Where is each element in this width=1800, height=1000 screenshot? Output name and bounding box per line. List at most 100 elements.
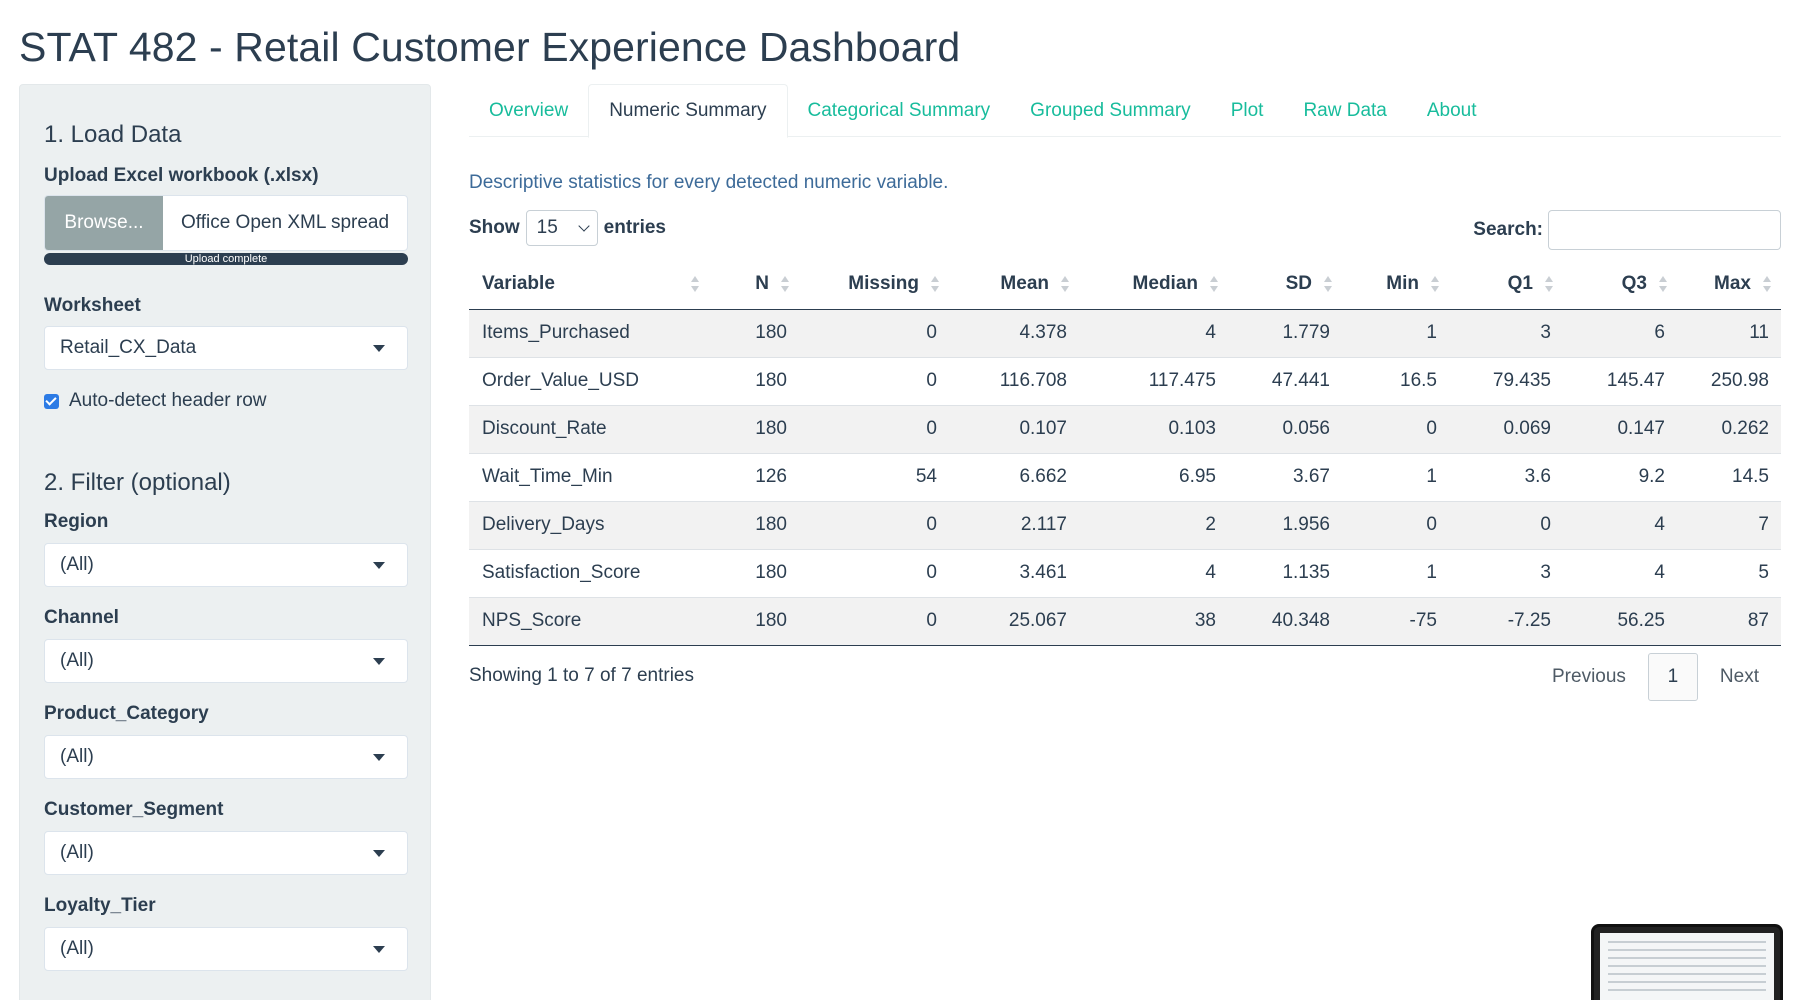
cell-median: 4 bbox=[1079, 548, 1228, 597]
customer-segment-select[interactable]: (All) bbox=[44, 831, 408, 875]
cell-q1: 3.6 bbox=[1449, 452, 1563, 501]
cell-min: 16.5 bbox=[1342, 356, 1449, 405]
cell-variable: Satisfaction_Score bbox=[469, 548, 709, 597]
region-select[interactable]: (All) bbox=[44, 543, 408, 587]
page-length-select[interactable]: 15 bbox=[525, 210, 598, 246]
table-row: Satisfaction_Score 180 0 3.461 4 1.135 1… bbox=[469, 548, 1781, 597]
thumbnail-line bbox=[1608, 981, 1766, 983]
column-header-q1[interactable]: Q1 bbox=[1449, 259, 1563, 310]
cell-q1: 0.069 bbox=[1449, 404, 1563, 453]
column-header-max[interactable]: Max bbox=[1677, 259, 1781, 310]
cell-missing: 0 bbox=[799, 308, 949, 357]
column-header-mean[interactable]: Mean bbox=[949, 259, 1079, 310]
tab-categorical-summary[interactable]: Categorical Summary bbox=[807, 99, 991, 121]
channel-value: (All) bbox=[60, 650, 94, 671]
cell-variable: Wait_Time_Min bbox=[469, 452, 709, 501]
column-header-sd[interactable]: SD bbox=[1228, 259, 1342, 310]
file-upload[interactable]: Browse... Office Open XML spread bbox=[44, 195, 408, 251]
cell-variable: Delivery_Days bbox=[469, 500, 709, 549]
filter-label-product-category: Product_Category bbox=[44, 703, 209, 724]
page-length-value: 15 bbox=[536, 217, 558, 238]
auto-header-checkbox-row[interactable]: Auto-detect header row bbox=[44, 390, 267, 412]
sort-icon bbox=[1324, 276, 1332, 292]
cell-mean: 3.461 bbox=[949, 548, 1079, 597]
cell-max: 250.98 bbox=[1677, 356, 1781, 405]
sort-icon bbox=[1061, 276, 1069, 292]
numeric-summary-table: Variable N Missing Mean Median SD Min Q1… bbox=[469, 259, 1781, 646]
channel-select[interactable]: (All) bbox=[44, 639, 408, 683]
column-header-min[interactable]: Min bbox=[1342, 259, 1449, 310]
tab-about[interactable]: About bbox=[1426, 99, 1477, 121]
tab-raw-data[interactable]: Raw Data bbox=[1303, 99, 1387, 121]
cell-n: 180 bbox=[709, 596, 799, 646]
cell-q3: 56.25 bbox=[1563, 596, 1677, 646]
worksheet-select[interactable]: Retail_CX_Data bbox=[44, 326, 408, 370]
column-header-q3[interactable]: Q3 bbox=[1563, 259, 1677, 310]
column-header-n[interactable]: N bbox=[709, 259, 799, 310]
tab-bar: Overview Numeric Summary Categorical Sum… bbox=[469, 84, 1781, 138]
search-input[interactable] bbox=[1548, 210, 1781, 250]
page-title: STAT 482 - Retail Customer Experience Da… bbox=[19, 24, 961, 70]
chevron-down-icon bbox=[373, 658, 385, 665]
cell-max: 11 bbox=[1677, 308, 1781, 357]
cell-max: 7 bbox=[1677, 500, 1781, 549]
thumbnail-line bbox=[1608, 949, 1766, 951]
sort-icon bbox=[781, 276, 789, 292]
previous-button[interactable]: Previous bbox=[1552, 666, 1626, 687]
cell-q1: 3 bbox=[1449, 548, 1563, 597]
chevron-down-icon bbox=[373, 562, 385, 569]
product-category-value: (All) bbox=[60, 746, 94, 767]
screenshot-thumbnail[interactable] bbox=[1591, 924, 1783, 1000]
upload-label: Upload Excel workbook (.xlsx) bbox=[44, 165, 319, 186]
sidebar-panel: 1. Load Data Upload Excel workbook (.xls… bbox=[19, 84, 431, 1000]
cell-mean: 25.067 bbox=[949, 596, 1079, 646]
load-data-heading: 1. Load Data bbox=[44, 121, 182, 148]
cell-missing: 0 bbox=[799, 548, 949, 597]
chevron-down-icon bbox=[373, 946, 385, 953]
loyalty-tier-select[interactable]: (All) bbox=[44, 927, 408, 971]
thumbnail-line bbox=[1608, 965, 1766, 967]
entries-label: entries bbox=[603, 217, 666, 238]
column-header-missing[interactable]: Missing bbox=[799, 259, 949, 310]
tab-numeric-summary[interactable]: Numeric Summary bbox=[588, 84, 788, 138]
cell-missing: 0 bbox=[799, 356, 949, 405]
column-header-variable[interactable]: Variable bbox=[469, 259, 709, 310]
table-row: Order_Value_USD 180 0 116.708 117.475 47… bbox=[469, 356, 1781, 405]
next-button[interactable]: Next bbox=[1719, 666, 1759, 687]
thumbnail-screen bbox=[1600, 933, 1774, 1000]
thumbnail-line bbox=[1608, 957, 1766, 959]
cell-q1: 0 bbox=[1449, 500, 1563, 549]
auto-header-label: Auto-detect header row bbox=[69, 390, 267, 411]
page-1-button[interactable]: 1 bbox=[1647, 653, 1698, 701]
cell-median: 38 bbox=[1079, 596, 1228, 646]
cell-min: 0 bbox=[1342, 500, 1449, 549]
cell-median: 4 bbox=[1079, 308, 1228, 357]
chevron-down-icon bbox=[578, 220, 590, 232]
cell-mean: 6.662 bbox=[949, 452, 1079, 501]
cell-missing: 54 bbox=[799, 452, 949, 501]
cell-sd: 47.441 bbox=[1228, 356, 1342, 405]
column-header-median[interactable]: Median bbox=[1079, 259, 1228, 310]
sort-icon bbox=[1210, 276, 1218, 292]
product-category-select[interactable]: (All) bbox=[44, 735, 408, 779]
tab-plot[interactable]: Plot bbox=[1230, 99, 1264, 121]
worksheet-value: Retail_CX_Data bbox=[60, 337, 197, 358]
cell-median: 6.95 bbox=[1079, 452, 1228, 501]
cell-max: 87 bbox=[1677, 596, 1781, 646]
browse-button[interactable]: Browse... bbox=[45, 196, 163, 250]
show-label: Show bbox=[469, 217, 520, 238]
cell-variable: Items_Purchased bbox=[469, 308, 709, 357]
sort-icon bbox=[931, 276, 939, 292]
thumbnail-line bbox=[1608, 941, 1766, 943]
cell-sd: 1.779 bbox=[1228, 308, 1342, 357]
tab-overview[interactable]: Overview bbox=[489, 99, 569, 121]
cell-median: 0.103 bbox=[1079, 404, 1228, 453]
upload-progress-bar: Upload complete bbox=[44, 253, 408, 265]
cell-mean: 116.708 bbox=[949, 356, 1079, 405]
cell-mean: 2.117 bbox=[949, 500, 1079, 549]
cell-min: 0 bbox=[1342, 404, 1449, 453]
cell-median: 2 bbox=[1079, 500, 1228, 549]
checkbox-checked-icon[interactable] bbox=[44, 393, 59, 409]
tab-grouped-summary[interactable]: Grouped Summary bbox=[1030, 99, 1191, 121]
table-row: Wait_Time_Min 126 54 6.662 6.95 3.67 1 3… bbox=[469, 452, 1781, 501]
